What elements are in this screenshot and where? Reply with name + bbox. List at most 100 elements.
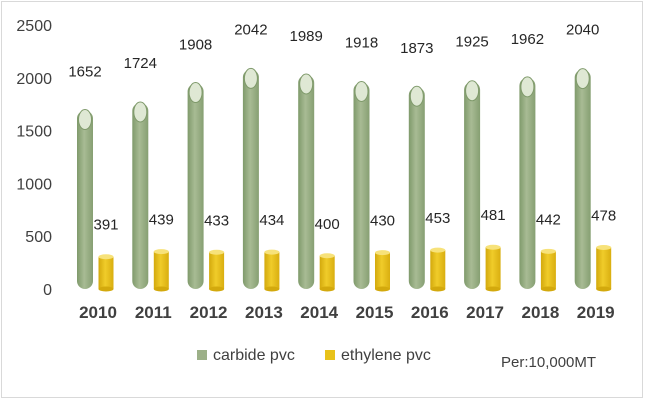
ethylene-pvc-bar-base [98, 286, 114, 292]
carbide-pvc-bars [77, 67, 591, 290]
ethylene-pvc-bar [540, 248, 556, 292]
ethylene-pvc-bar [209, 249, 225, 292]
ethylene-pvc-bar-base [153, 286, 169, 292]
x-category-label: 2015 [356, 303, 394, 322]
carbide-pvc-bar-top [465, 80, 480, 102]
ethylene-pvc-bar-top [540, 248, 556, 254]
ethylene-pvc-bar-body [209, 252, 225, 289]
ethylene-pvc-bar-body [153, 251, 169, 289]
x-category-label: 2011 [135, 303, 172, 322]
carbide-pvc-bar-body [132, 102, 149, 289]
ethylene-pvc-bar-base [209, 286, 225, 292]
carbide-pvc-data-label: 1873 [400, 40, 433, 57]
carbide-pvc-bar-body [353, 82, 370, 289]
ethylene-pvc-bar-base [485, 286, 501, 292]
y-tick-label: 0 [43, 282, 52, 299]
x-category-label: 2018 [521, 303, 559, 322]
ethylene-pvc-data-labels: 391 439 433 434 400 430 453 481 442 478 [93, 207, 616, 234]
carbide-pvc-bar-top [520, 76, 535, 98]
ethylene-pvc-bar [319, 253, 335, 292]
x-category-label: 2017 [466, 303, 504, 322]
ethylene-pvc-data-label: 481 [481, 207, 506, 224]
carbide-pvc-bar-top [188, 82, 203, 104]
ethylene-pvc-data-label: 442 [536, 211, 561, 228]
ethylene-pvc-data-label: 434 [259, 212, 284, 229]
carbide-pvc-bar [242, 67, 259, 289]
carbide-pvc-data-label: 1925 [455, 34, 488, 51]
ethylene-pvc-bar-base [319, 286, 335, 292]
ethylene-pvc-bar-top [596, 245, 612, 251]
ethylene-pvc-bar [596, 245, 612, 292]
legend: carbide pvc ethylene pvc [197, 347, 431, 364]
y-axis-ticks: 0 500 1000 1500 2000 2500 [16, 18, 52, 299]
carbide-pvc-bar-body [242, 69, 259, 289]
carbide-pvc-bar [187, 82, 204, 289]
ethylene-pvc-bar [153, 249, 169, 292]
y-tick-label: 1500 [16, 124, 52, 141]
carbide-pvc-bar [77, 109, 93, 289]
carbide-pvc-bar-top [299, 73, 314, 95]
x-category-label: 2019 [577, 303, 615, 322]
x-category-label: 2010 [79, 303, 117, 322]
ethylene-pvc-bars [98, 244, 612, 292]
ethylene-pvc-bar-base [430, 286, 446, 292]
ethylene-pvc-bar-body [319, 255, 335, 289]
carbide-pvc-bar [464, 80, 481, 289]
ethylene-pvc-bar [485, 244, 501, 292]
ethylene-pvc-data-label: 430 [370, 213, 395, 230]
ethylene-pvc-data-label: 439 [149, 212, 174, 229]
y-tick-label: 500 [25, 229, 52, 246]
ethylene-pvc-bar-body [430, 250, 446, 289]
ethylene-pvc-data-label: 433 [204, 212, 229, 229]
carbide-pvc-data-label: 1652 [68, 64, 101, 81]
carbide-pvc-bar-body [464, 81, 481, 289]
legend-label-ethylene-pvc: ethylene pvc [341, 347, 431, 364]
y-tick-label: 1000 [16, 176, 52, 193]
ethylene-pvc-bar-base [596, 286, 612, 292]
carbide-pvc-data-label: 2040 [566, 22, 599, 39]
carbide-pvc-bar [353, 80, 370, 289]
ethylene-pvc-data-label: 400 [315, 216, 340, 233]
carbide-pvc-bar-top [133, 101, 148, 123]
ethylene-pvc-bar-base [264, 286, 280, 292]
carbide-pvc-bar [574, 68, 591, 290]
ethylene-pvc-data-label: 391 [93, 217, 118, 234]
x-axis-categories: 2010 2011 2012 2013 2014 2015 2016 2017 2018 2019 [79, 303, 615, 322]
carbide-pvc-data-label: 1724 [124, 55, 157, 72]
ethylene-pvc-bar [98, 254, 114, 292]
ethylene-pvc-bar-top [375, 250, 390, 256]
ethylene-pvc-bar-body [98, 256, 114, 289]
ethylene-pvc-bar-top [153, 249, 169, 255]
carbide-pvc-bar [408, 85, 425, 289]
ethylene-pvc-bar-base [540, 286, 556, 292]
x-category-label: 2013 [245, 303, 283, 322]
ethylene-pvc-data-label: 453 [425, 210, 450, 227]
carbide-pvc-data-label: 1918 [345, 34, 378, 51]
ethylene-pvc-bar [375, 250, 390, 292]
ethylene-pvc-bar-top [430, 247, 446, 253]
unit-note: Per:10,000MT [501, 354, 596, 371]
carbide-pvc-bar-top [575, 68, 590, 90]
ethylene-pvc-bar-top [319, 253, 335, 259]
ethylene-pvc-bar-top [209, 249, 225, 255]
ethylene-pvc-bar-body [485, 247, 501, 289]
ethylene-pvc-bar [430, 247, 446, 292]
carbide-pvc-bar-top [243, 67, 258, 89]
carbide-pvc-bar-body [298, 74, 315, 289]
carbide-pvc-data-label: 1908 [179, 37, 212, 54]
carbide-pvc-bar [519, 76, 536, 289]
carbide-pvc-bar-top [78, 109, 92, 131]
ethylene-pvc-bar-body [540, 251, 556, 289]
ethylene-pvc-bar-body [375, 252, 390, 289]
ethylene-pvc-bar-top [98, 254, 114, 260]
ethylene-pvc-bar [264, 249, 280, 292]
carbide-pvc-bar-body [519, 77, 536, 289]
carbide-pvc-data-label: 1962 [511, 31, 544, 48]
carbide-pvc-bar-body [187, 83, 204, 289]
carbide-pvc-bar [298, 73, 315, 289]
carbide-pvc-data-label: 1989 [290, 28, 323, 45]
ethylene-pvc-bar-base [375, 286, 390, 292]
ethylene-pvc-bar-top [264, 249, 280, 255]
